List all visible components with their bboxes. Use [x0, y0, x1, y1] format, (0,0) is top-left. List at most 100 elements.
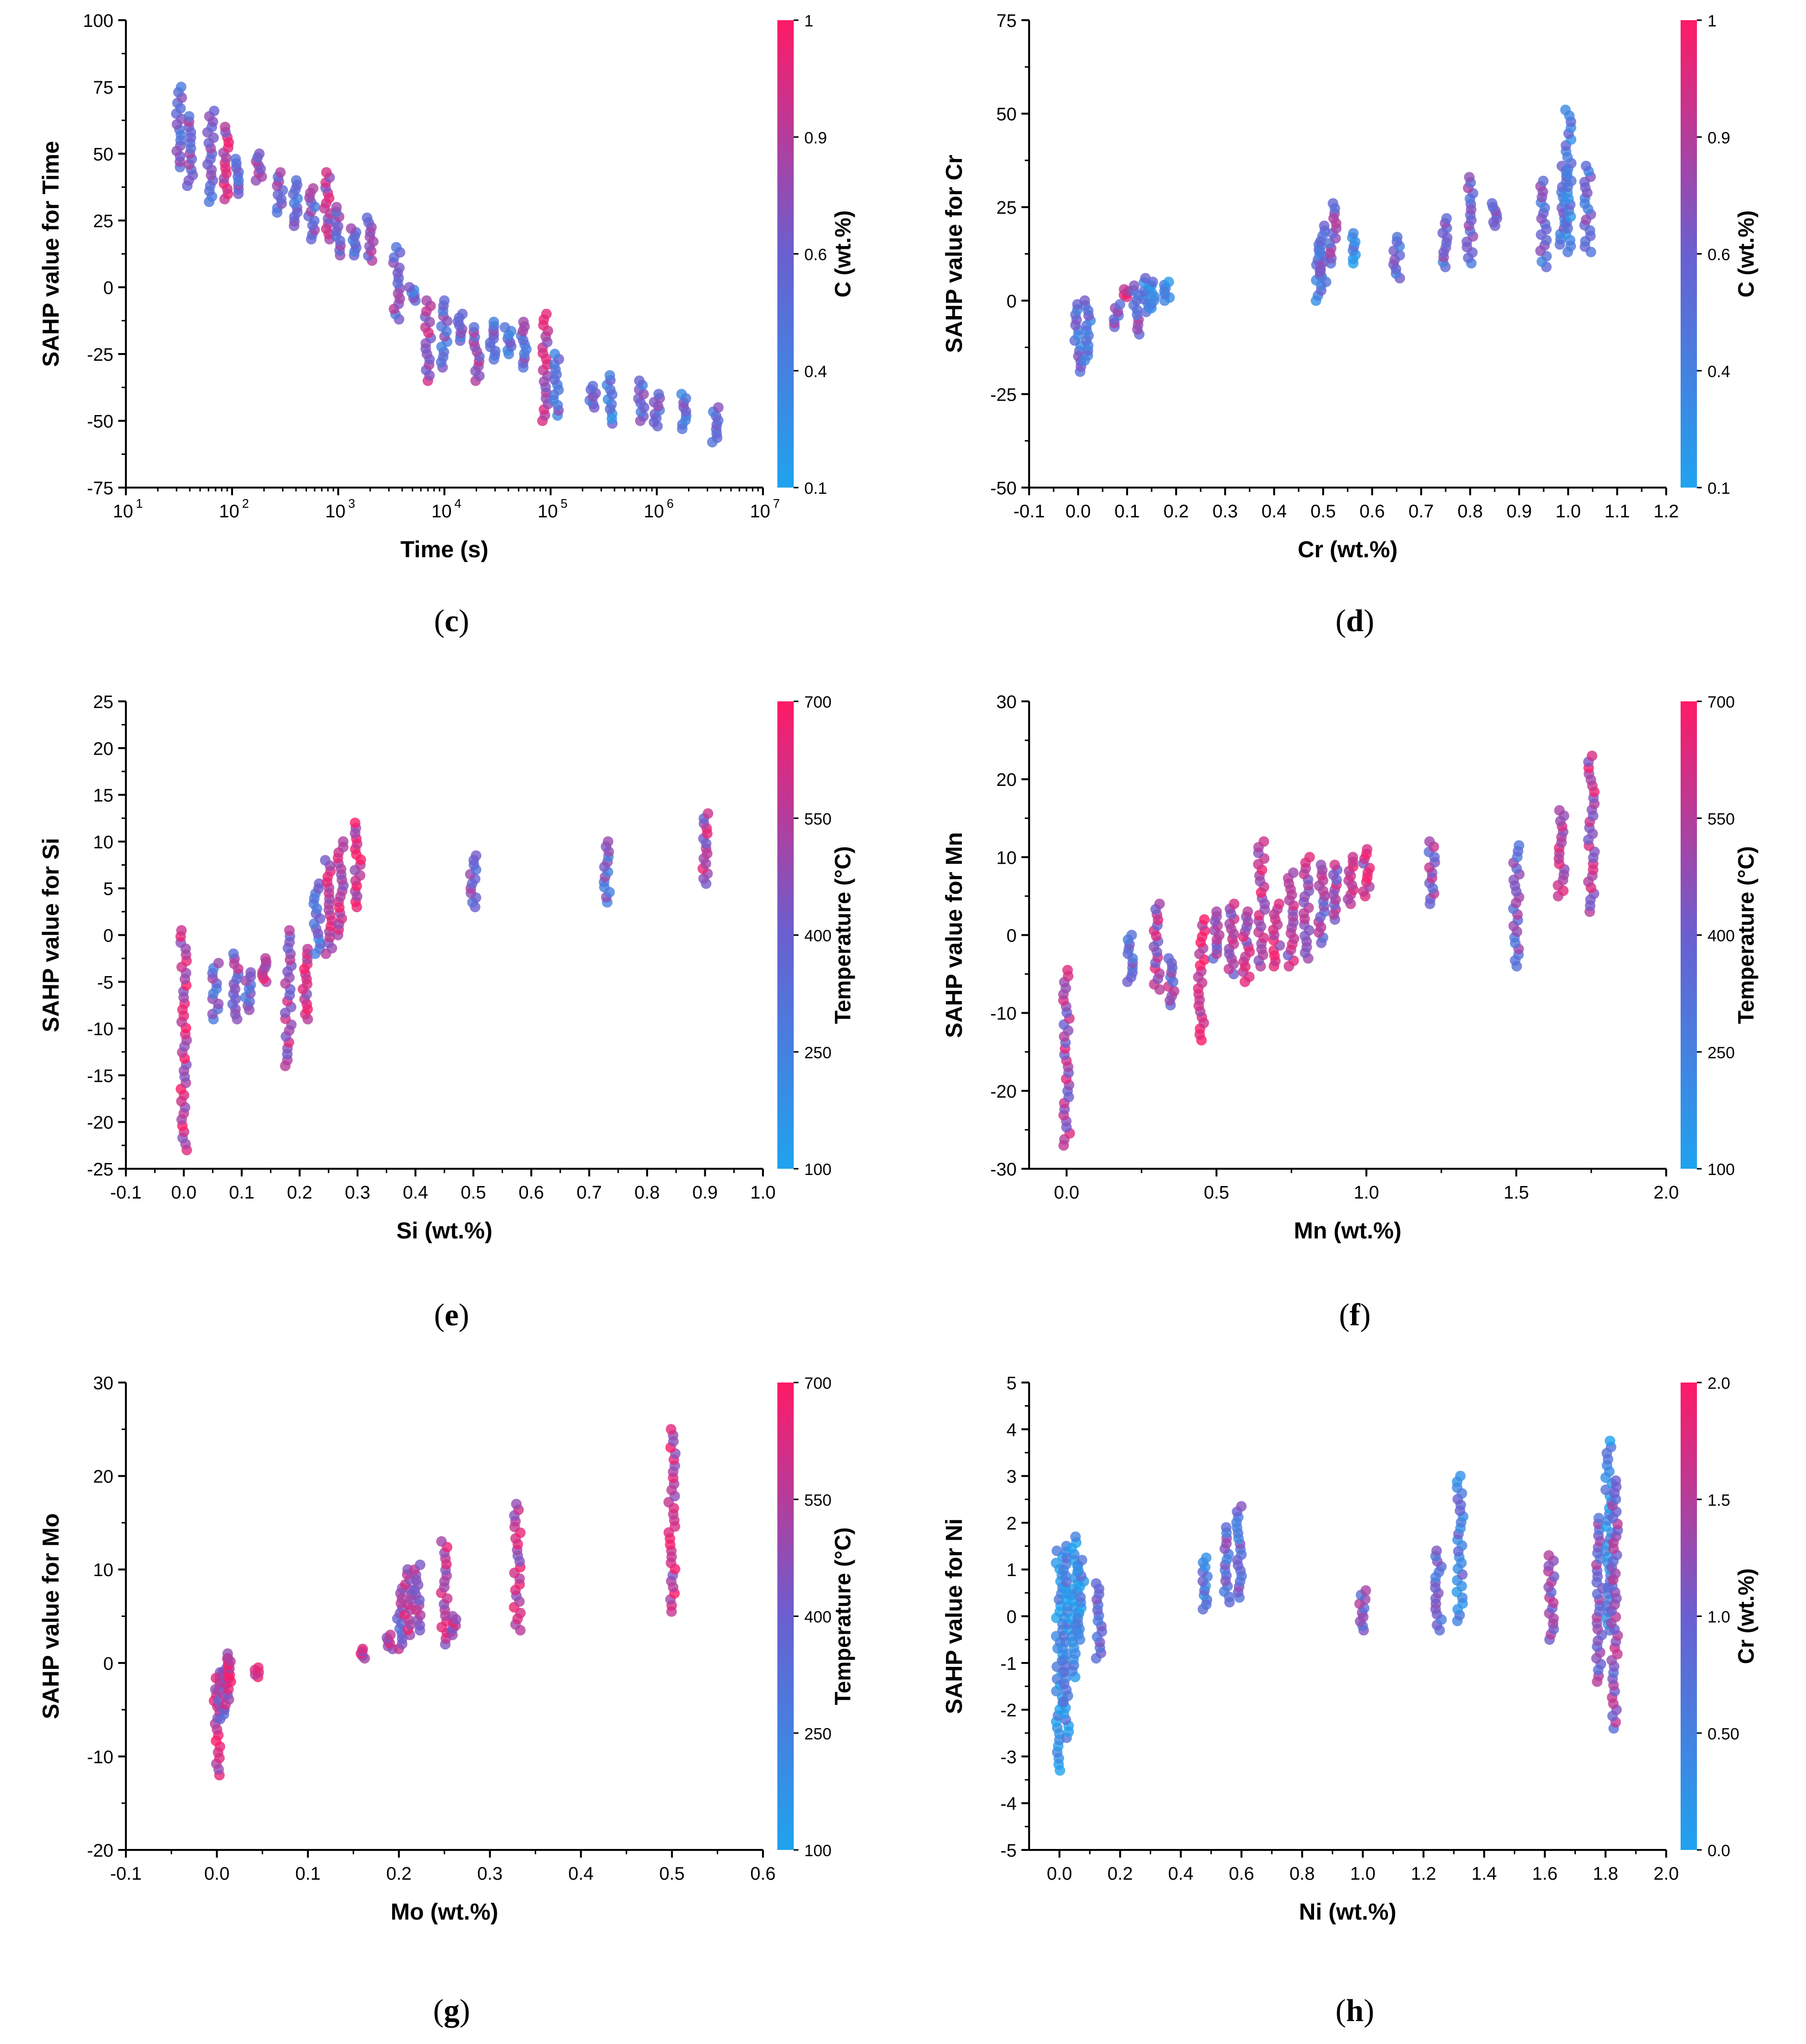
colorbar-label: C (wt.%) [830, 210, 855, 297]
data-point [1242, 906, 1253, 917]
data-point [253, 1662, 264, 1673]
colorbar [777, 20, 794, 488]
colorbar [777, 701, 794, 1169]
colorbar-tick-label: 250 [804, 1725, 832, 1743]
data-point [307, 183, 319, 194]
colorbar-tick-label: 1 [804, 12, 813, 30]
x-tick-label: 10 [538, 502, 558, 522]
y-tick-label: -75 [87, 478, 113, 499]
x-tick-label: 0.6 [750, 1864, 776, 1884]
x-tick-label: 0.2 [287, 1183, 312, 1203]
x-tick-label: 0.5 [1204, 1183, 1229, 1203]
data-point [587, 380, 598, 392]
y-tick-label: 3 [1007, 1467, 1017, 1487]
data-point [421, 295, 432, 306]
colorbar [1681, 20, 1697, 488]
colorbar-tick-label: 0.4 [804, 363, 827, 381]
data-point [331, 202, 342, 213]
y-tick-label: -25 [87, 345, 113, 365]
data-point [436, 1536, 447, 1547]
data-point [1079, 295, 1090, 306]
data-point [284, 925, 295, 936]
x-tick-exponent: 7 [773, 496, 780, 511]
x-tick-label: 0.0 [1054, 1183, 1080, 1203]
colorbar-tick-label: 400 [804, 927, 832, 945]
data-point [1543, 1550, 1554, 1561]
x-tick-label: 0.4 [568, 1864, 594, 1884]
data-point [260, 953, 271, 964]
colorbar-tick-label: 1.5 [1708, 1491, 1730, 1509]
x-tick-label: -0.1 [110, 1183, 141, 1203]
data-point [1062, 965, 1073, 976]
data-point [385, 1629, 396, 1640]
x-tick-label: 1.2 [1654, 502, 1679, 522]
colorbar-tick-label: 0.6 [1708, 246, 1730, 264]
x-tick-label: 10 [750, 502, 770, 522]
x-tick-label: 0.3 [477, 1864, 503, 1884]
y-tick-label: 4 [1007, 1420, 1017, 1440]
colorbar-tick-label: 700 [804, 693, 832, 711]
data-point [1431, 1545, 1442, 1556]
y-tick-label: -2 [1000, 1701, 1017, 1721]
y-tick-label: -10 [87, 1019, 113, 1040]
data-point [1392, 232, 1403, 243]
colorbar-tick-label: 0.9 [804, 129, 827, 147]
y-tick-label: 75 [93, 78, 113, 98]
data-point [457, 308, 468, 319]
data-point [302, 943, 313, 955]
y-tick-label: 5 [1007, 1373, 1017, 1394]
y-tick-label: 10 [93, 1560, 113, 1580]
data-point [213, 957, 224, 968]
y-axis-label: SAHP value for Mn [942, 832, 967, 1038]
data-point [1605, 1435, 1615, 1446]
data-point [338, 836, 349, 847]
data-point [1581, 160, 1592, 171]
x-axis-label: Mo (wt.%) [391, 1899, 498, 1925]
colorbar-tick-label: 2.0 [1708, 1374, 1730, 1393]
x-tick-label: 0.8 [1290, 1864, 1315, 1884]
data-point [245, 967, 256, 978]
y-tick-label: 1 [1007, 1560, 1017, 1580]
x-tick-label: 0.5 [1311, 502, 1336, 522]
y-tick-label: 20 [996, 770, 1017, 790]
data-point [1258, 836, 1269, 847]
data-point [1360, 1585, 1371, 1596]
colorbar-tick-label: 1.0 [1708, 1608, 1730, 1627]
y-tick-label: -1 [1000, 1654, 1017, 1674]
scatter-points [1069, 104, 1597, 377]
data-point [220, 122, 231, 133]
data-point [1464, 171, 1475, 183]
data-point [1274, 898, 1285, 909]
x-tick-label: 0.6 [1360, 502, 1385, 522]
x-tick-exponent: 2 [242, 496, 249, 511]
data-point [511, 1499, 522, 1509]
data-point [602, 836, 614, 847]
data-point [228, 948, 239, 959]
data-point [499, 322, 510, 333]
colorbar [1681, 1383, 1697, 1850]
y-tick-label: 30 [996, 692, 1017, 712]
y-tick-label: 25 [93, 692, 113, 712]
colorbar-label: Temperature (°C) [1733, 846, 1758, 1024]
x-tick-label: 1.4 [1472, 1864, 1497, 1884]
y-tick-label: -5 [97, 973, 113, 993]
data-point [209, 106, 220, 116]
y-tick-label: -5 [1000, 1841, 1017, 1861]
x-tick-label: -0.1 [1013, 502, 1044, 522]
scatter-points [1058, 750, 1600, 1151]
caption-g: (g) [433, 1993, 470, 2028]
y-tick-label: -3 [1000, 1747, 1017, 1767]
x-tick-label: 10 [113, 502, 133, 522]
data-point [676, 389, 687, 400]
x-tick-label: 10 [219, 502, 239, 522]
x-tick-label: 1.8 [1593, 1864, 1618, 1884]
y-axis-label: SAHP value for Ni [942, 1518, 967, 1714]
data-point [1586, 750, 1597, 761]
data-point [176, 82, 186, 92]
x-tick-label: 0.7 [577, 1183, 602, 1203]
y-tick-label: 30 [93, 1373, 113, 1394]
data-point [665, 1424, 676, 1435]
y-tick-label: 0 [1007, 292, 1017, 312]
x-tick-label: 1.0 [750, 1183, 776, 1203]
y-tick-label: 50 [996, 105, 1017, 125]
